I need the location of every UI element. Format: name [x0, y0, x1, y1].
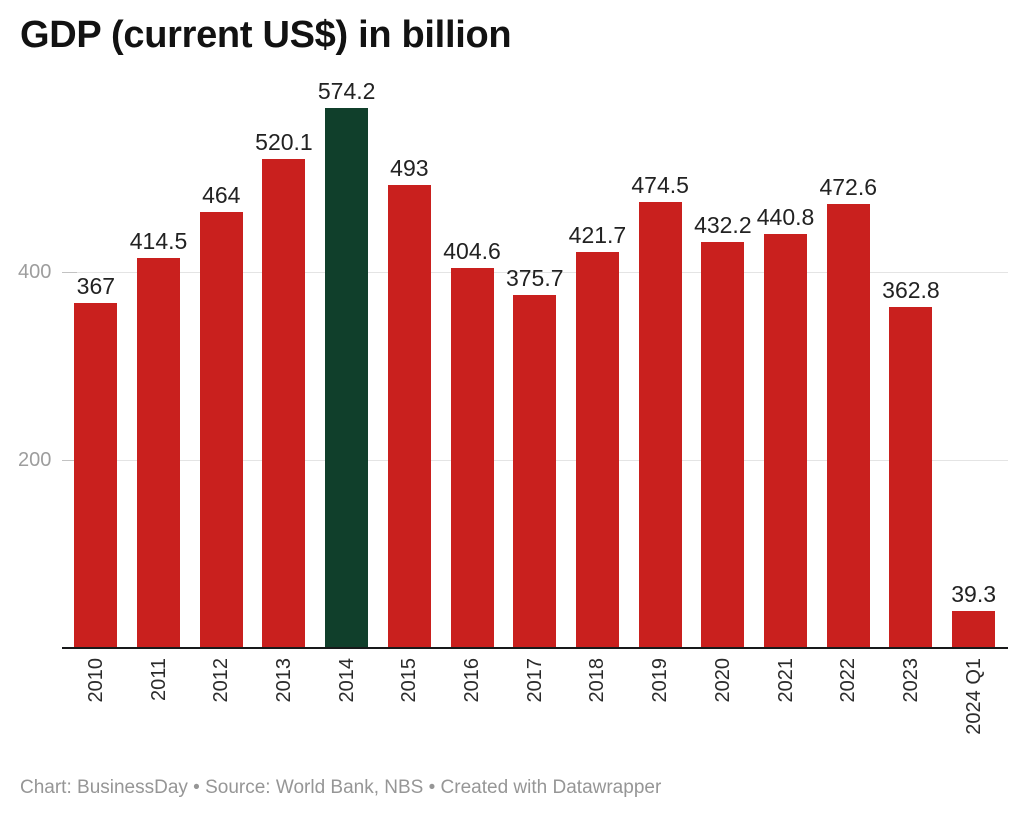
bar-2019[interactable]	[638, 201, 682, 648]
x-axis-label-2024-q1: 2024 Q1	[962, 658, 985, 735]
bar-value-label-2022: 472.6	[819, 173, 878, 200]
bar-value-label-2013: 520.1	[255, 129, 313, 156]
bar-2015[interactable]	[387, 184, 431, 648]
y-axis-label-200: 200	[18, 449, 52, 471]
x-axis-label-2010: 2010	[84, 658, 107, 703]
x-axis-label-2022: 2022	[837, 658, 860, 703]
bar-2017[interactable]	[513, 294, 557, 648]
bar-2014[interactable]	[325, 108, 369, 648]
gridline-400	[62, 272, 1008, 273]
bar-2023[interactable]	[889, 306, 933, 648]
y-axis-tick-400	[62, 272, 77, 273]
bar-2022[interactable]	[826, 203, 870, 648]
y-axis-label-400: 400	[18, 261, 52, 283]
chart-title: GDP (current US$) in billion	[20, 14, 512, 56]
x-axis-label-2015: 2015	[398, 658, 421, 703]
bar-value-label-2018: 421.7	[568, 221, 627, 248]
x-axis-label-2020: 2020	[711, 658, 734, 703]
bar-value-label-2024-q1: 39.3	[951, 581, 997, 608]
x-axis-label-2019: 2019	[649, 658, 672, 703]
bar-value-label-2014: 574.2	[317, 78, 376, 105]
bar-value-label-2016: 404.6	[443, 237, 501, 264]
x-axis-label-2021: 2021	[774, 658, 797, 703]
bar-value-label-2019: 474.5	[631, 171, 689, 198]
bar-2013[interactable]	[262, 159, 306, 648]
x-axis-label-2018: 2018	[586, 658, 609, 703]
x-axis-baseline	[62, 647, 1008, 649]
x-axis-label-2014: 2014	[335, 658, 358, 703]
bar-2020[interactable]	[701, 241, 745, 648]
x-axis-label-2023: 2023	[899, 658, 922, 703]
bar-value-label-2010: 367	[76, 273, 116, 300]
chart-footer-attribution: Chart: BusinessDay • Source: World Bank,…	[20, 777, 662, 798]
bar-value-label-2017: 375.7	[505, 264, 564, 291]
bar-2010[interactable]	[74, 303, 118, 648]
x-axis-label-2011: 2011	[147, 658, 170, 702]
bar-value-label-2020: 432.2	[694, 211, 752, 238]
x-axis-label-2016: 2016	[461, 658, 484, 703]
bar-2012[interactable]	[199, 211, 243, 648]
x-axis-label-2017: 2017	[523, 658, 546, 703]
bar-value-label-2012: 464	[202, 181, 241, 208]
bar-2024-q1[interactable]	[952, 611, 996, 648]
bar-2018[interactable]	[575, 251, 619, 648]
bar-value-label-2023: 362.8	[882, 276, 940, 303]
bar-2021[interactable]	[764, 233, 808, 648]
bar-value-label-2011: 414.5	[129, 228, 188, 255]
y-axis-tick-200	[62, 460, 77, 461]
x-axis-label-2013: 2013	[272, 658, 295, 703]
bar-value-label-2015: 493	[390, 154, 429, 181]
bar-value-label-2021: 440.8	[756, 203, 815, 230]
bar-2016[interactable]	[450, 267, 494, 648]
bar-2011[interactable]	[137, 258, 181, 648]
x-axis-label-2012: 2012	[210, 658, 233, 703]
